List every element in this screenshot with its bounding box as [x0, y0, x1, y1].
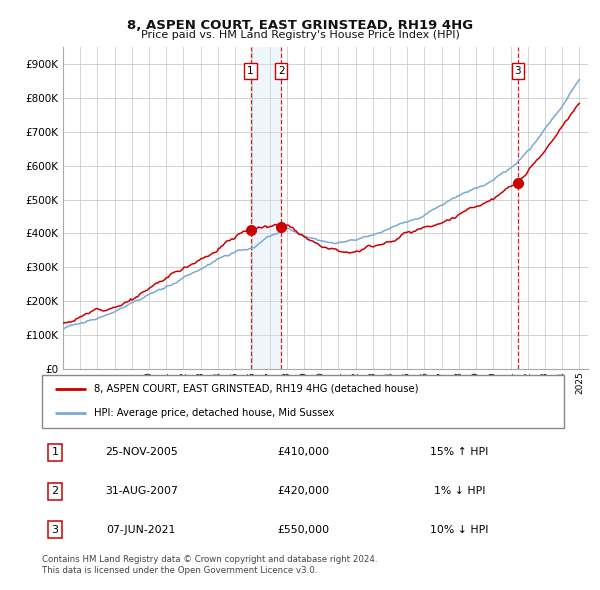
Text: Price paid vs. HM Land Registry's House Price Index (HPI): Price paid vs. HM Land Registry's House …	[140, 30, 460, 40]
Text: 1% ↓ HPI: 1% ↓ HPI	[434, 486, 485, 496]
Bar	[251, 47, 281, 369]
Text: £420,000: £420,000	[277, 486, 329, 496]
FancyBboxPatch shape	[42, 375, 564, 428]
Text: 8, ASPEN COURT, EAST GRINSTEAD, RH19 4HG: 8, ASPEN COURT, EAST GRINSTEAD, RH19 4HG	[127, 19, 473, 32]
Text: Contains HM Land Registry data © Crown copyright and database right 2024.
This d: Contains HM Land Registry data © Crown c…	[42, 555, 377, 575]
Text: 8, ASPEN COURT, EAST GRINSTEAD, RH19 4HG (detached house): 8, ASPEN COURT, EAST GRINSTEAD, RH19 4HG…	[94, 384, 419, 394]
Text: 3: 3	[52, 525, 59, 535]
Text: 15% ↑ HPI: 15% ↑ HPI	[430, 447, 489, 457]
Text: £550,000: £550,000	[277, 525, 329, 535]
Text: 3: 3	[515, 66, 521, 76]
Text: 1: 1	[247, 66, 254, 76]
Text: 31-AUG-2007: 31-AUG-2007	[105, 486, 178, 496]
Text: HPI: Average price, detached house, Mid Sussex: HPI: Average price, detached house, Mid …	[94, 408, 335, 418]
Text: 07-JUN-2021: 07-JUN-2021	[106, 525, 176, 535]
Text: £410,000: £410,000	[277, 447, 329, 457]
Text: 2: 2	[52, 486, 59, 496]
Text: 1: 1	[52, 447, 59, 457]
Text: 2: 2	[278, 66, 284, 76]
Text: 25-NOV-2005: 25-NOV-2005	[105, 447, 178, 457]
Text: 10% ↓ HPI: 10% ↓ HPI	[430, 525, 489, 535]
